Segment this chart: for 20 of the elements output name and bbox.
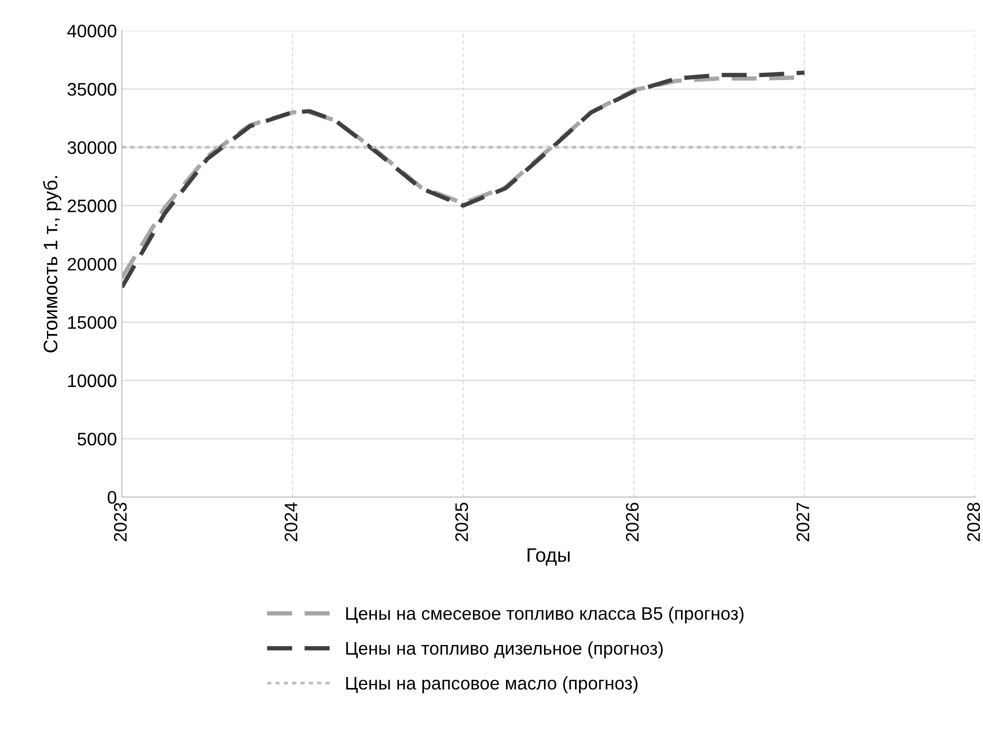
legend-label: Цены на рапсовое масло (прогноз) [346, 676, 638, 694]
x-tick-label: 2028 [967, 502, 980, 542]
y-tick-label: 0 [108, 491, 116, 504]
x-tick-label: 2024 [284, 502, 298, 542]
x-tick-label: 2025 [455, 502, 468, 542]
y-tick-label: 10000 [68, 374, 116, 388]
x-axis-title: Годы [528, 548, 570, 566]
x-tick-label: 2026 [626, 502, 639, 542]
y-axis-title: Стоимость 1 т., руб. [42, 176, 62, 352]
legend-label: Цены на топливо дизельное (прогноз) [346, 641, 663, 658]
x-tick-label: 2027 [796, 502, 810, 542]
x-tick-label: 2023 [114, 502, 127, 542]
y-tick-label: 20000 [68, 258, 116, 271]
y-tick-label: 5000 [78, 432, 116, 446]
legend-label: Цены на смесевое топливо класса B5 (прогноз) [346, 606, 744, 624]
y-tick-label: 30000 [68, 141, 116, 154]
y-tick-label: 25000 [68, 200, 116, 212]
y-tick-label: 40000 [67, 24, 116, 38]
y-tick-label: 15000 [68, 316, 116, 329]
y-tick-label: 35000 [68, 82, 116, 96]
